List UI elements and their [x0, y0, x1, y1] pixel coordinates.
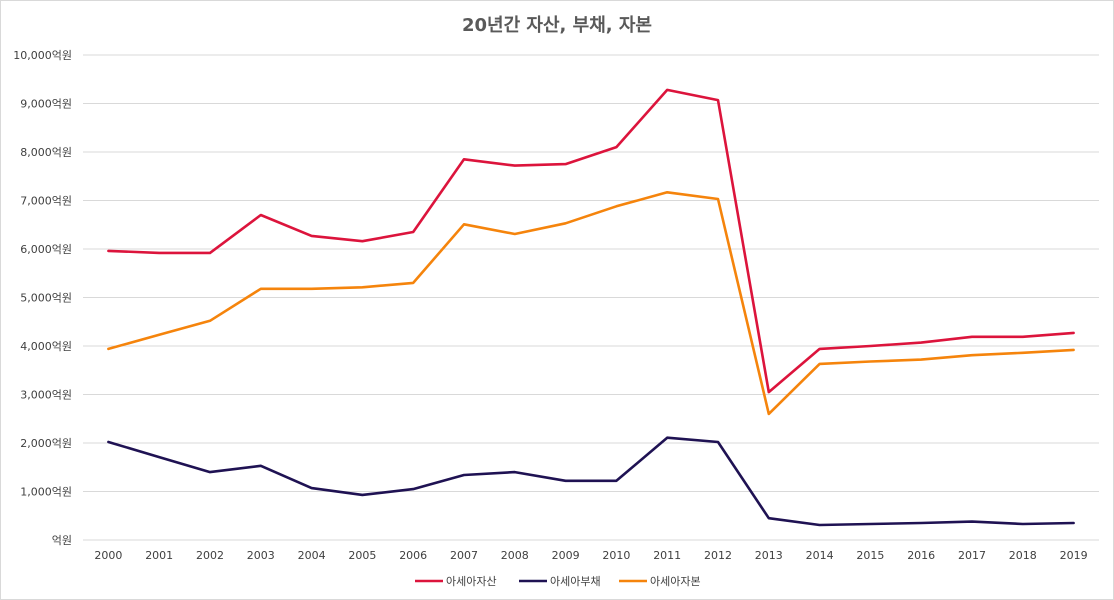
y-tick-label: 1,000억원: [20, 486, 72, 499]
x-tick-label: 2002: [196, 549, 224, 562]
x-tick-label: 2011: [653, 549, 681, 562]
y-tick-label: 3,000억원: [20, 389, 72, 402]
x-tick-label: 2015: [856, 549, 884, 562]
legend-item: 아세아자산: [415, 575, 497, 588]
y-tick-label: 2,000억원: [20, 437, 72, 450]
y-tick-label: 9,000억원: [20, 98, 72, 111]
x-tick-label: 2012: [704, 549, 732, 562]
y-tick-label: 10,000억원: [13, 49, 72, 62]
y-tick-label: 7,000억원: [20, 195, 72, 208]
y-tick-label: 6,000억원: [20, 243, 72, 256]
x-tick-label: 2003: [247, 549, 275, 562]
series-lines: [107, 88, 1075, 527]
legend: 아세아자산 아세아부채 아세아자본: [415, 575, 701, 588]
x-tick-label: 2018: [1009, 549, 1037, 562]
x-tick-label: 2006: [399, 549, 427, 562]
x-tick-label: 2009: [552, 549, 580, 562]
x-tick-label: 2019: [1060, 549, 1088, 562]
x-tick-label: 2001: [145, 549, 173, 562]
x-tick-label: 2010: [602, 549, 630, 562]
legend-label: 아세아부채: [550, 575, 601, 588]
gridlines: [83, 54, 1099, 541]
x-tick-label: 2004: [298, 549, 326, 562]
legend-item: 아세아부채: [519, 575, 601, 588]
x-tick-label: 2014: [806, 549, 834, 562]
y-axis-labels: 억원 1,000억원 2,000억원 3,000억원 4,000억원 5,000억원 6,0…: [13, 49, 72, 547]
x-tick-label: 2008: [501, 549, 529, 562]
series-line-3: [107, 191, 1075, 416]
legend-item: 아세아자본: [619, 575, 701, 588]
chart-title: 20년간 자산, 부채, 자본: [462, 15, 652, 36]
y-tick-label: 4,000억원: [20, 340, 72, 353]
y-tick-label: 억원: [52, 534, 72, 547]
y-tick-label: 8,000억원: [20, 146, 72, 159]
x-tick-label: 2016: [907, 549, 935, 562]
x-tick-label: 2007: [450, 549, 478, 562]
x-tick-label: 2000: [94, 549, 122, 562]
x-axis-labels: 2000 2001 2002 2003 2004 2005 2006 2007 2008 2009…: [94, 549, 1087, 562]
series-line-2: [107, 436, 1075, 527]
legend-label: 아세아자산: [446, 575, 497, 588]
x-tick-label: 2017: [958, 549, 986, 562]
y-tick-label: 5,000억원: [20, 292, 72, 305]
legend-label: 아세아자본: [650, 575, 701, 588]
x-tick-label: 2005: [348, 549, 376, 562]
x-tick-label: 2013: [755, 549, 783, 562]
series-line-1: [107, 88, 1075, 394]
